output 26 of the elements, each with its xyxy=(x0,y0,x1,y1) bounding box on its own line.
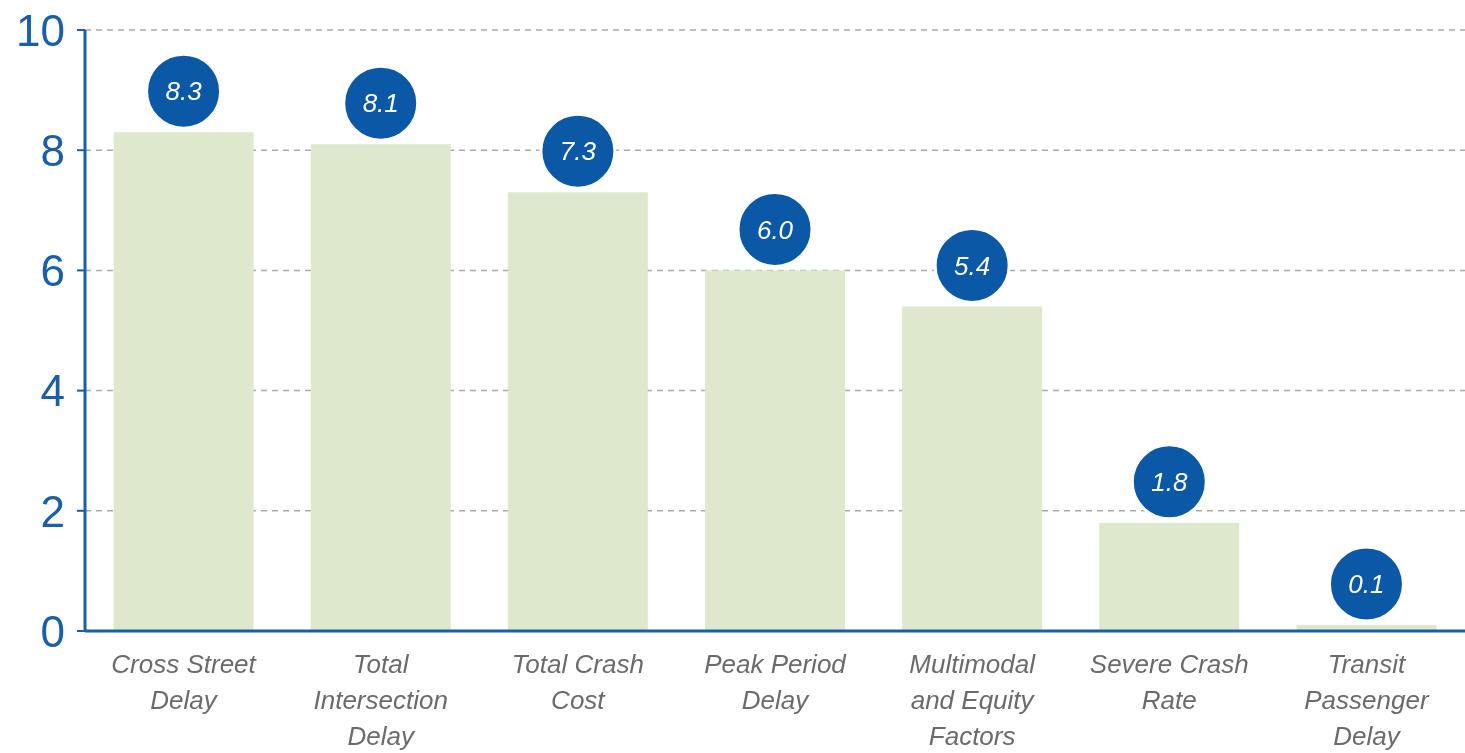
data-label: 1.8 xyxy=(1151,466,1188,497)
y-tick-label: 6 xyxy=(40,246,65,296)
bar xyxy=(113,132,254,631)
x-tick-label: Total Intersection Delay xyxy=(313,649,448,751)
data-label: 0.1 xyxy=(1348,569,1385,600)
bar xyxy=(902,306,1043,631)
y-tick-label: 8 xyxy=(40,126,65,176)
x-tick-label: Peak Period Delay xyxy=(704,649,848,715)
bar xyxy=(705,270,845,631)
x-tick-label: Transit Passenger Delay xyxy=(1304,649,1430,751)
bar xyxy=(1099,522,1240,631)
data-label: 7.3 xyxy=(559,136,597,167)
data-label: 5.4 xyxy=(954,250,991,281)
x-tick-label: Total Crash Cost xyxy=(511,649,644,715)
bar xyxy=(507,192,648,631)
data-label: 6.0 xyxy=(756,214,794,245)
x-tick-label: Severe Crash Rate xyxy=(1089,649,1249,715)
data-label: 8.1 xyxy=(362,88,399,119)
x-tick-label: Multimodal and Equity Factors xyxy=(909,649,1037,751)
data-label: 8.3 xyxy=(165,76,203,107)
y-tick-label: 2 xyxy=(40,486,65,536)
bar xyxy=(310,144,451,631)
y-tick-label: 0 xyxy=(40,606,65,656)
y-tick-label: 10 xyxy=(16,5,65,55)
y-tick-label: 4 xyxy=(40,366,65,416)
x-tick-label: Cross Street Delay xyxy=(111,649,258,715)
